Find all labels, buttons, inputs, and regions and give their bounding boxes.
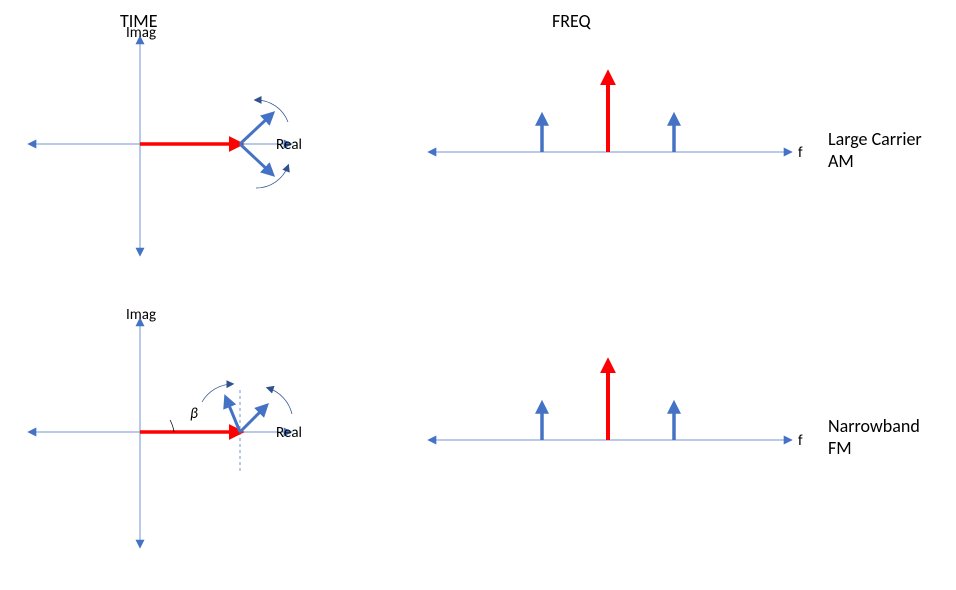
am-imag-label: Imag <box>126 24 156 42</box>
freq-header: FREQ <box>552 10 591 32</box>
am-title-line2: AM <box>828 150 854 172</box>
diagram-canvas <box>0 0 956 590</box>
nbfm-title-line2: FM <box>828 437 852 459</box>
nbfm-real-label: Real <box>276 424 302 442</box>
am-title-line1: Large Carrier <box>828 128 922 150</box>
nbfm-title-line1: Narrowband <box>828 415 920 437</box>
nbfm-imag-label: Imag <box>126 306 156 324</box>
am-f-label: f <box>798 144 803 162</box>
nbfm-f-label: f <box>798 432 803 450</box>
nbfm-beta-label: β <box>190 405 198 423</box>
am-real-label: Real <box>276 136 302 154</box>
